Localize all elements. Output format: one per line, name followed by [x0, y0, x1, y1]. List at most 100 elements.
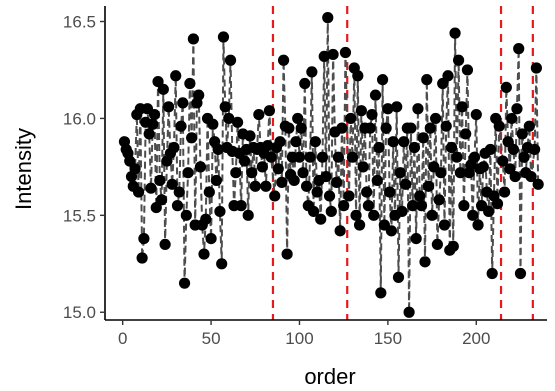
data-point — [210, 174, 222, 187]
data-point — [382, 103, 394, 115]
data-point — [483, 205, 495, 218]
data-point — [297, 167, 309, 179]
data-point — [129, 163, 141, 175]
data-point — [419, 256, 431, 268]
data-point — [456, 101, 468, 113]
data-point — [497, 155, 509, 167]
data-point — [346, 151, 359, 163]
data-point — [513, 43, 525, 55]
data-point — [263, 105, 276, 117]
data-point — [338, 200, 350, 212]
data-point — [426, 209, 438, 221]
data-point — [454, 167, 466, 179]
series-points — [118, 12, 544, 318]
data-point — [417, 132, 429, 144]
data-point — [453, 54, 465, 66]
data-point — [239, 155, 251, 167]
data-point — [407, 200, 419, 212]
data-point — [145, 182, 157, 194]
data-point — [212, 143, 224, 156]
data-point — [509, 170, 521, 183]
y-axis-title: Intensity — [11, 128, 36, 210]
data-point — [170, 70, 182, 82]
data-point — [205, 232, 217, 245]
data-point — [414, 190, 426, 202]
data-point — [506, 112, 518, 125]
data-point — [154, 174, 166, 187]
data-point — [155, 194, 168, 206]
data-point — [477, 161, 489, 173]
data-point — [339, 46, 352, 59]
data-point — [304, 151, 316, 163]
x-tick-label: 50 — [202, 329, 221, 348]
data-point — [525, 170, 537, 183]
data-point — [272, 163, 284, 175]
data-point — [290, 136, 302, 148]
data-point — [435, 167, 447, 179]
data-point — [157, 83, 169, 95]
data-point — [385, 225, 398, 237]
data-point — [325, 205, 337, 218]
data-point — [308, 205, 320, 218]
data-point — [468, 151, 481, 163]
data-point — [235, 200, 247, 212]
data-point — [318, 50, 330, 63]
data-point — [410, 232, 422, 245]
data-point — [274, 136, 286, 148]
data-point — [438, 219, 451, 231]
data-point — [232, 116, 244, 128]
data-point — [300, 180, 313, 192]
data-point — [375, 287, 387, 299]
data-point — [500, 81, 512, 94]
data-point — [288, 174, 300, 187]
data-point — [369, 89, 382, 101]
data-point — [529, 143, 541, 156]
data-point — [249, 180, 261, 192]
data-point — [518, 151, 530, 163]
data-point — [230, 167, 242, 179]
data-point — [391, 101, 403, 113]
data-point — [193, 89, 205, 101]
data-point — [421, 74, 433, 86]
data-point — [387, 136, 399, 148]
data-point — [498, 186, 511, 198]
data-point — [433, 194, 445, 206]
data-point — [451, 151, 463, 163]
data-point — [532, 178, 544, 190]
data-point — [260, 180, 272, 192]
data-point — [368, 209, 380, 221]
data-point — [431, 238, 443, 251]
data-point — [217, 31, 230, 43]
x-tick-label: 100 — [285, 329, 313, 348]
data-point — [523, 120, 535, 132]
data-point — [269, 190, 281, 202]
data-point — [332, 151, 344, 163]
data-point — [281, 248, 293, 260]
data-point — [299, 77, 311, 90]
data-point — [403, 306, 415, 318]
data-point — [166, 178, 178, 190]
data-point — [472, 219, 484, 231]
data-point — [194, 161, 207, 173]
data-point — [293, 151, 306, 163]
data-point — [186, 132, 198, 144]
data-point — [253, 108, 265, 121]
data-point — [331, 176, 343, 188]
data-point — [460, 128, 472, 140]
data-point — [442, 70, 454, 82]
data-point — [175, 120, 187, 132]
data-point — [350, 209, 362, 221]
y-tick-label: 16.5 — [63, 13, 96, 32]
data-point — [246, 167, 258, 179]
data-point — [353, 219, 366, 231]
data-point — [408, 141, 420, 154]
data-point — [396, 205, 408, 218]
data-point — [148, 108, 161, 121]
data-point — [366, 108, 378, 121]
data-point — [200, 213, 212, 225]
data-point — [430, 112, 442, 125]
data-point — [447, 240, 459, 252]
data-point — [187, 33, 199, 45]
data-point — [214, 205, 226, 218]
